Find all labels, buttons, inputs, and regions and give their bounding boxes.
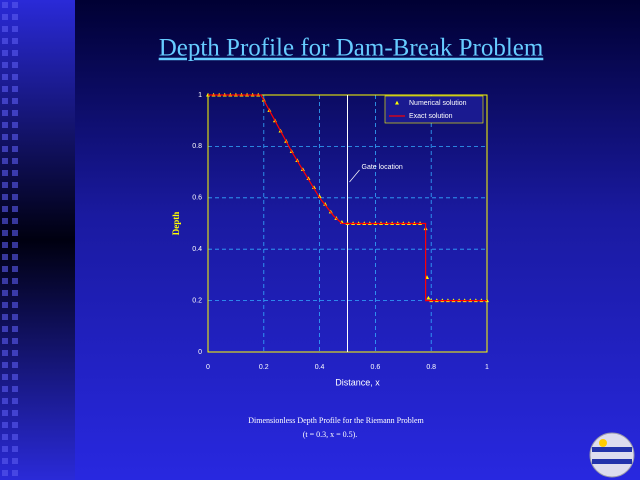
y-axis-label: Depth — [171, 212, 181, 236]
y-tick-label: 0 — [198, 349, 202, 356]
logo-band — [592, 459, 632, 464]
x-axis-label: Distance, x — [335, 377, 380, 387]
legend-swatch — [395, 100, 399, 105]
data-point — [323, 202, 328, 206]
x-tick-label: 0.4 — [315, 364, 325, 371]
y-tick-label: 1 — [198, 92, 202, 99]
chart: 0 0.2 0.4 0.6 0.8 1 0 0.2 0.4 0.6 0.8 1 Distance, x D… — [171, 92, 489, 388]
y-tick-label: 0.8 — [192, 143, 202, 150]
x-tick-label: 0.6 — [371, 364, 381, 371]
x-tick-label: 0.2 — [259, 364, 269, 371]
legend-label: Exact solution — [409, 113, 453, 120]
caption-line: Dimensionless Depth Profile for the Riem… — [248, 416, 424, 425]
x-tick-label: 0.8 — [426, 364, 436, 371]
caption-line: (t = 0.3, x = 0.5). — [303, 430, 358, 439]
y-tick-label: 0.4 — [192, 246, 202, 253]
annotation-leader — [349, 169, 360, 183]
x-tick-label: 1 — [485, 364, 489, 371]
side-pattern — [0, 0, 20, 480]
legend-label: Numerical solution — [409, 100, 467, 107]
exact-line — [208, 94, 487, 302]
annotation-text: Gate location — [362, 164, 403, 171]
logo-circle — [589, 432, 635, 478]
slide-title: Depth Profile for Dam-Break Problem — [159, 35, 544, 62]
data-point — [312, 185, 317, 190]
y-tick-label: 0.2 — [192, 297, 202, 304]
data-point — [426, 295, 431, 300]
logo-sun — [599, 439, 607, 447]
logo-band — [592, 447, 632, 452]
x-tick-label: 0 — [206, 364, 210, 371]
legend-box — [384, 95, 484, 124]
y-tick-label: 0.6 — [192, 195, 202, 202]
logo — [589, 432, 635, 478]
